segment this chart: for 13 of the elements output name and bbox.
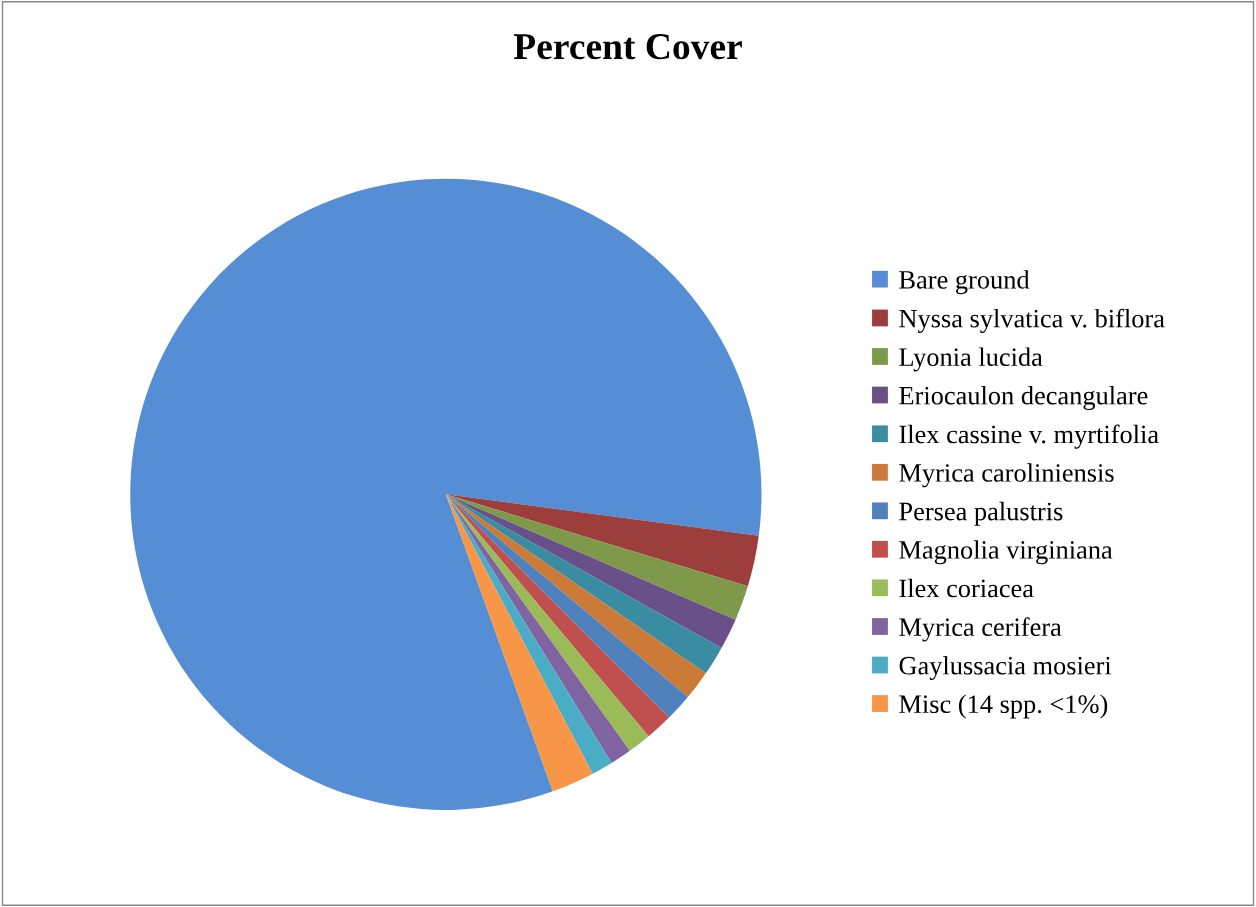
legend-label: Persea palustris (899, 501, 1063, 526)
legend-label: Ilex coriacea (899, 578, 1034, 598)
legend-label: Ilex cassine v. myrtifolia (899, 424, 1159, 449)
legend-label: Bare ground (899, 270, 1030, 295)
legend-label: Myrica caroliniensis (899, 463, 1114, 488)
legend-label: Magnolia virginiana (899, 540, 1113, 565)
legend-label: Myrica cerifera (899, 617, 1062, 642)
legend-label: Eriocaulon decangulare (899, 385, 1148, 410)
legend-label: Nyssa sylvatica v. biflora (899, 308, 1165, 333)
legend-label: Gaylussacia mosieri (899, 656, 1112, 681)
chart-title: Percent Cover (513, 34, 742, 60)
legend-label: Misc (14 spp. <1%) (899, 694, 1108, 719)
legend-label: Lyonia lucida (899, 347, 1043, 372)
